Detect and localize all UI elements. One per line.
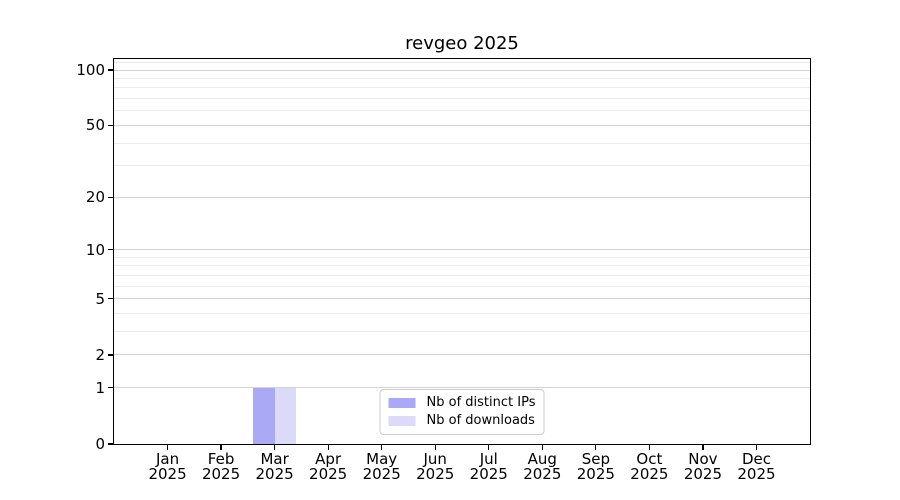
x-tick bbox=[702, 445, 704, 450]
x-tick bbox=[327, 445, 329, 450]
y-gridline-minor bbox=[114, 256, 810, 258]
x-tick bbox=[755, 445, 758, 450]
x-tick bbox=[541, 445, 543, 450]
y-gridline-minor bbox=[114, 77, 810, 79]
legend-swatch-downloads bbox=[388, 416, 416, 426]
legend: Nb of distinct IPs Nb of downloads bbox=[379, 389, 545, 435]
y-tick bbox=[108, 298, 113, 300]
y-gridline-major bbox=[114, 354, 810, 356]
x-tick bbox=[595, 445, 597, 450]
x-tick-year: 2025 bbox=[683, 465, 723, 483]
legend-item-downloads: Nb of downloads bbox=[388, 413, 536, 429]
x-tick-label: Apr 2025 bbox=[283, 452, 373, 482]
y-tick bbox=[108, 443, 113, 445]
x-tick-month: Nov bbox=[688, 450, 718, 468]
y-tick bbox=[108, 69, 113, 71]
x-tick bbox=[381, 445, 383, 450]
x-tick-label: Dec 2025 bbox=[711, 452, 801, 482]
y-gridline-minor bbox=[114, 110, 810, 112]
y-tick bbox=[108, 124, 113, 126]
x-tick bbox=[488, 445, 490, 450]
x-tick-year: 2025 bbox=[523, 465, 562, 483]
y-gridline-minor bbox=[114, 61, 810, 63]
x-tick-year: 2025 bbox=[148, 465, 187, 483]
y-tick bbox=[108, 354, 113, 356]
x-tick-label: Jan 2025 bbox=[123, 452, 213, 482]
y-tick-label: 1 bbox=[95, 378, 105, 397]
grid-layer bbox=[114, 59, 810, 444]
y-tick-label: 5 bbox=[95, 289, 105, 308]
x-tick-label: Mar 2025 bbox=[230, 452, 320, 482]
x-tick-label: Sep 2025 bbox=[551, 452, 641, 482]
plot-area: Nb of distinct IPs Nb of downloads bbox=[113, 58, 811, 445]
y-gridline-minor bbox=[114, 285, 810, 287]
bar-nb-of-distinct-ips-mar bbox=[253, 387, 275, 444]
x-tick-label: May 2025 bbox=[337, 452, 427, 482]
x-tick-month: Jan bbox=[155, 450, 180, 468]
x-tick-year: 2025 bbox=[416, 465, 455, 483]
y-tick bbox=[108, 196, 113, 198]
y-tick-label: 2 bbox=[95, 345, 105, 364]
x-tick-month: Apr bbox=[315, 450, 342, 468]
legend-item-distinct-ips: Nb of distinct IPs bbox=[388, 395, 536, 411]
chart-title: revgeo 2025 bbox=[405, 33, 519, 54]
bar-nb-of-downloads-mar bbox=[274, 387, 297, 444]
y-gridline-major bbox=[114, 124, 810, 126]
x-tick bbox=[648, 445, 650, 450]
bar-layer bbox=[114, 59, 810, 444]
legend-label-downloads: Nb of downloads bbox=[426, 413, 535, 428]
y-gridline-minor bbox=[114, 87, 810, 89]
x-tick-year: 2025 bbox=[630, 465, 669, 483]
x-tick-month: May bbox=[366, 450, 398, 468]
y-gridline-major bbox=[114, 298, 810, 300]
x-tick-month: Sep bbox=[581, 450, 610, 468]
x-tick-year: 2025 bbox=[255, 465, 294, 483]
y-gridline-major bbox=[114, 196, 810, 198]
y-tick-label: 10 bbox=[85, 240, 105, 259]
x-tick-month: Dec bbox=[741, 450, 771, 468]
x-tick-month: Jun bbox=[423, 450, 447, 468]
y-gridline-minor bbox=[114, 313, 810, 315]
y-gridline-minor bbox=[114, 331, 810, 333]
x-tick-label: Feb 2025 bbox=[176, 452, 266, 482]
x-tick bbox=[166, 445, 169, 450]
y-gridline-major bbox=[114, 249, 810, 251]
y-gridline-minor bbox=[114, 165, 810, 167]
y-tick-label: 50 bbox=[85, 116, 105, 135]
y-gridline-minor bbox=[114, 265, 810, 267]
x-tick-label: Nov 2025 bbox=[658, 452, 748, 482]
legend-label-distinct-ips: Nb of distinct IPs bbox=[426, 395, 536, 410]
y-tick-label: 100 bbox=[76, 61, 105, 79]
x-tick-year: 2025 bbox=[309, 465, 348, 483]
y-gridline-minor bbox=[114, 98, 810, 100]
x-tick bbox=[220, 445, 222, 450]
x-tick-month: Feb bbox=[207, 450, 235, 468]
x-tick-year: 2025 bbox=[576, 465, 615, 483]
y-gridline-minor bbox=[114, 274, 810, 276]
x-tick bbox=[274, 445, 276, 450]
y-tick bbox=[108, 249, 113, 251]
y-gridline-major bbox=[114, 69, 810, 71]
x-tick-month: Oct bbox=[636, 450, 663, 468]
x-tick-year: 2025 bbox=[362, 465, 401, 483]
x-tick-label: Oct 2025 bbox=[604, 452, 694, 482]
x-tick-year: 2025 bbox=[201, 465, 241, 483]
y-gridline-minor bbox=[114, 142, 810, 144]
y-gridline-major bbox=[114, 387, 810, 389]
x-tick-label: Jun 2025 bbox=[390, 452, 480, 482]
x-tick-month: Jul bbox=[479, 450, 498, 468]
y-tick-label: 0 bbox=[95, 435, 105, 453]
x-tick bbox=[434, 445, 436, 450]
y-tick-label: 20 bbox=[85, 188, 105, 207]
x-tick-month: Aug bbox=[527, 450, 557, 468]
y-tick bbox=[108, 387, 113, 389]
x-tick-label: Jul 2025 bbox=[444, 452, 534, 482]
legend-swatch-distinct-ips bbox=[388, 398, 416, 408]
x-tick-month: Mar bbox=[260, 450, 289, 468]
x-tick-year: 2025 bbox=[469, 465, 508, 483]
x-tick-label: Aug 2025 bbox=[497, 452, 587, 482]
x-tick-year: 2025 bbox=[737, 465, 776, 483]
